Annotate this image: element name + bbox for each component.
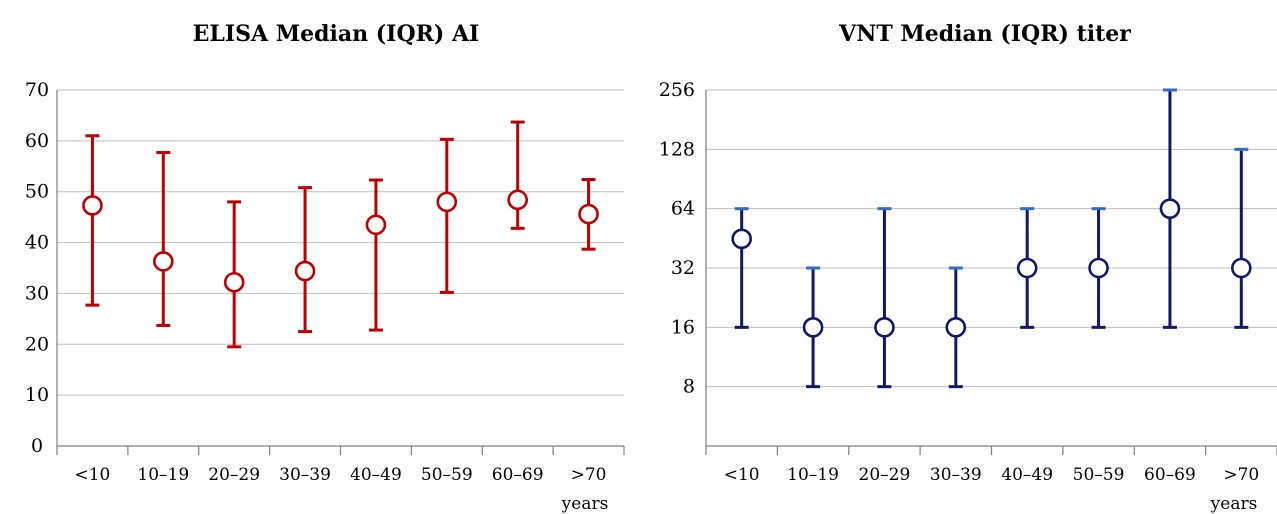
y-tick-label: 16 <box>671 316 695 338</box>
elisa-chart: ELISA Median (IQR) AI 0 10 20 30 40 50 60 70 <1… <box>25 21 625 514</box>
y-tick-label: 128 <box>659 138 695 160</box>
median-point <box>802 317 824 338</box>
elisa-gridlines <box>57 89 624 396</box>
x-tick-label: 20–29 <box>859 465 911 485</box>
elisa-x-tick-labels: <10 10–19 20–29 30–39 40–49 50–59 60–69 >70 <box>74 465 606 485</box>
vnt-error-bars <box>731 88 1252 389</box>
y-tick-label: 64 <box>671 198 695 220</box>
median-point <box>1088 257 1109 279</box>
y-tick-label: 70 <box>25 79 49 101</box>
x-tick-label: 50–59 <box>421 465 473 485</box>
vnt-x-axis-unit: years <box>1210 494 1258 514</box>
median-point <box>223 271 245 293</box>
elisa-chart-title: ELISA Median (IQR) AI <box>193 21 480 47</box>
x-tick-label: <10 <box>74 465 110 485</box>
median-point <box>1159 198 1181 219</box>
median-point <box>874 317 895 338</box>
elisa-x-axis-unit: years <box>561 494 609 514</box>
y-tick-label: 30 <box>25 282 49 304</box>
x-tick-label: 10–19 <box>137 465 189 485</box>
x-tick-label: 60–69 <box>1144 465 1196 485</box>
y-tick-label: 256 <box>659 79 695 101</box>
vnt-x-tick-labels: <10 10–19 20–29 30–39 40–49 50–59 60–69 >70 <box>724 465 1260 485</box>
median-point <box>436 191 458 213</box>
x-tick-label: 30–39 <box>930 465 982 485</box>
elisa-axes <box>56 90 625 455</box>
y-tick-label: 50 <box>25 181 49 203</box>
y-tick-label: 60 <box>25 130 49 152</box>
elisa-y-tick-labels: 0 10 20 30 40 50 60 70 <box>25 79 49 457</box>
median-point <box>731 228 752 250</box>
x-tick-label: 40–49 <box>1001 465 1053 485</box>
vnt-y-tick-labels: 8 16 32 64 128 256 <box>659 79 695 398</box>
y-tick-label: 8 <box>683 376 695 398</box>
x-tick-label: 20–29 <box>208 465 260 485</box>
x-tick-label: <10 <box>724 465 760 485</box>
median-point <box>153 251 174 272</box>
median-point <box>365 214 387 236</box>
x-tick-label: 30–39 <box>279 465 331 485</box>
vnt-chart-title: VNT Median (IQR) titer <box>838 21 1131 47</box>
y-tick-label: 32 <box>671 257 695 279</box>
median-point <box>945 317 967 338</box>
vnt-chart: VNT Median (IQR) titer 8 16 32 64 128 256 <10… <box>659 21 1277 514</box>
x-tick-label: >70 <box>571 465 607 485</box>
y-tick-label: 40 <box>25 232 49 254</box>
x-tick-label: 50–59 <box>1073 465 1125 485</box>
median-point <box>1231 257 1252 279</box>
y-tick-label: 20 <box>25 333 49 355</box>
y-tick-label: 10 <box>25 384 49 406</box>
median-point <box>294 260 316 282</box>
x-tick-label: 40–49 <box>350 465 402 485</box>
x-tick-label: 60–69 <box>492 465 544 485</box>
x-tick-label: >70 <box>1223 465 1259 485</box>
elisa-error-bars <box>82 120 599 349</box>
vnt-gridlines <box>706 89 1277 388</box>
median-point <box>1016 257 1038 279</box>
median-point <box>82 195 103 216</box>
y-tick-label: 0 <box>31 435 43 457</box>
vnt-axes <box>705 90 1277 455</box>
x-tick-label: 10–19 <box>787 465 839 485</box>
median-point <box>507 189 528 211</box>
median-point <box>578 203 599 225</box>
